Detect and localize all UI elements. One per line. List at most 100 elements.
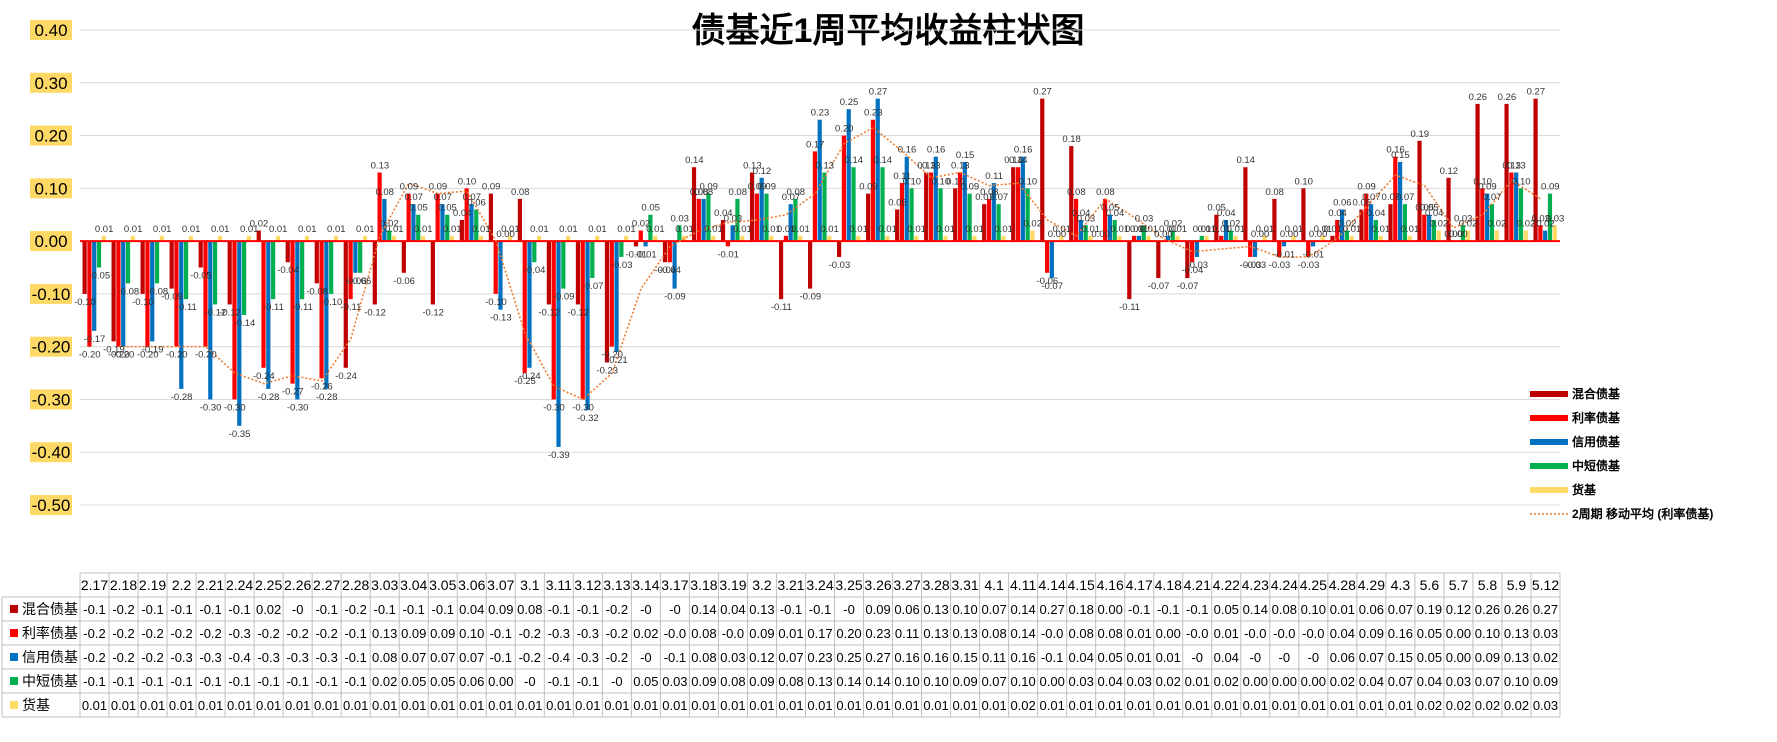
table-cell: -0.1 xyxy=(548,674,570,689)
bar xyxy=(212,241,218,305)
table-cell: 0.01 xyxy=(1069,698,1094,713)
table-cell: -0.0 xyxy=(722,626,744,641)
bar xyxy=(725,241,730,247)
table-cell: 0.13 xyxy=(923,602,948,617)
bar-data-label: -0.01 xyxy=(1273,249,1295,260)
table-cell: 0.01 xyxy=(430,698,455,713)
y-tick-label: 0.40 xyxy=(34,21,67,40)
bar-data-label: -0.09 xyxy=(664,292,686,303)
table-cell: 0.14 xyxy=(1010,602,1035,617)
bar-data-label: -0.07 xyxy=(1177,281,1199,292)
bar xyxy=(1083,225,1088,242)
table-cell: -0.2 xyxy=(112,602,134,617)
bar-data-label: -0.39 xyxy=(548,450,570,461)
bar-data-label: -0.26 xyxy=(311,381,333,392)
table-cell: -0 xyxy=(292,602,304,617)
bar-data-label: 0.01 xyxy=(153,224,172,235)
bar-data-label: -0.13 xyxy=(490,313,512,324)
y-tick-highlight xyxy=(30,336,72,357)
bar-data-label: 0.02 xyxy=(1459,219,1478,230)
table-legend-key xyxy=(10,677,18,685)
bar-data-label: -0.28 xyxy=(316,392,338,403)
table-cell: 0.12 xyxy=(749,650,774,665)
bar-data-label: 0.10 xyxy=(932,176,951,187)
table-cell: 0.10 xyxy=(923,674,948,689)
bar-data-label: 0.01 xyxy=(1193,224,1212,235)
bar-data-label: 0.01 xyxy=(530,224,549,235)
table-cell: 0.01 xyxy=(140,698,165,713)
bar xyxy=(701,198,706,242)
x-tick-label: 3.13 xyxy=(603,577,630,593)
bar xyxy=(561,241,566,289)
bar xyxy=(1025,188,1030,242)
legend-item: 信用债基 xyxy=(1530,434,1621,449)
bar xyxy=(1228,230,1233,242)
bar-data-label: 0.01 xyxy=(1111,224,1130,235)
y-tick: -0.30 xyxy=(30,389,72,410)
bar xyxy=(290,241,295,384)
table-cell: 0.01 xyxy=(169,698,194,713)
table-cell: 0.08 xyxy=(1069,626,1094,641)
table-cell: -0.2 xyxy=(141,626,163,641)
table-cell: 0.01 xyxy=(1243,698,1268,713)
bar-data-label: 0.07 xyxy=(975,192,994,203)
bar xyxy=(691,167,697,242)
moving-average-line xyxy=(118,126,1542,401)
table-cell: -0.3 xyxy=(257,650,279,665)
bar-data-label: 0.01 xyxy=(1198,224,1217,235)
x-tick-label: 3.27 xyxy=(893,577,920,593)
bar xyxy=(972,235,977,242)
bar-data-label: 0.14 xyxy=(1236,155,1255,166)
bar xyxy=(140,241,145,294)
bar xyxy=(1030,230,1035,242)
bar xyxy=(924,172,929,242)
bar-data-label: 0.01 xyxy=(1324,224,1343,235)
legend-swatch xyxy=(1530,463,1568,469)
table-cell: 0.05 xyxy=(430,674,455,689)
bar-data-label: 0.04 xyxy=(453,208,472,219)
table-series-name: 信用债基 xyxy=(22,649,78,665)
bar-data-label: -0.06 xyxy=(393,276,415,287)
bar xyxy=(914,235,919,242)
bar-data-label: -0.09 xyxy=(161,292,183,303)
table-cell: 0.02 xyxy=(372,674,397,689)
bar xyxy=(788,204,793,242)
bar xyxy=(706,193,711,242)
table-cell: 0.01 xyxy=(285,698,310,713)
x-tick-label: 2.24 xyxy=(226,577,253,593)
bar-data-label: 0.01 xyxy=(994,224,1013,235)
bar xyxy=(996,204,1001,242)
bar-data-label: -0.06 xyxy=(345,276,367,287)
bar-data-label: 0.00 xyxy=(1048,229,1067,240)
bar-data-label: 0.10 xyxy=(1473,176,1492,187)
bar-data-label: -0.11 xyxy=(340,302,361,313)
bar xyxy=(420,235,426,242)
table-cell: 0.01 xyxy=(256,698,281,713)
table-cell: 0.07 xyxy=(981,674,1006,689)
bar xyxy=(507,235,513,242)
table-cell: 0.11 xyxy=(895,626,919,641)
bar xyxy=(145,241,150,347)
table-cell: 0.10 xyxy=(1504,674,1529,689)
bar xyxy=(619,241,624,257)
bar xyxy=(851,167,856,242)
table-cell: 0.13 xyxy=(372,626,397,641)
bar xyxy=(798,235,803,242)
bar xyxy=(638,230,643,242)
table-cell: 0.09 xyxy=(488,602,513,617)
bar-data-label: 0.07 xyxy=(1483,192,1502,203)
bar-data-label: 0.00 xyxy=(1309,229,1328,240)
table-cell: -0.1 xyxy=(228,602,250,617)
bar xyxy=(1175,235,1180,242)
bar xyxy=(121,241,126,347)
bar-data-label: 0.09 xyxy=(400,182,419,193)
bar xyxy=(498,241,503,310)
legend-label: 利率债基 xyxy=(1572,410,1621,425)
bar xyxy=(585,241,590,410)
bar xyxy=(1533,98,1538,242)
bar-data-label: -0.30 xyxy=(572,402,594,413)
bar xyxy=(1272,198,1277,242)
bar xyxy=(817,119,822,242)
table-cell: -0 xyxy=(640,602,652,617)
bar xyxy=(1310,241,1316,247)
